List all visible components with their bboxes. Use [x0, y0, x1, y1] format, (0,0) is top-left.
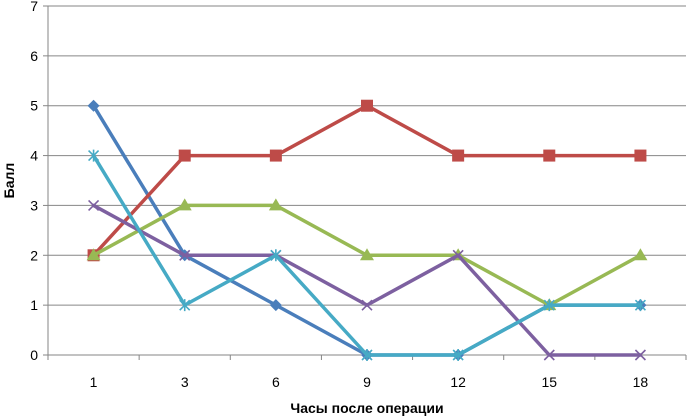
x-axis-title: Часы после операции — [290, 400, 443, 416]
series-line — [91, 203, 643, 357]
data-point — [179, 249, 191, 261]
y-tick-label: 6 — [30, 48, 38, 64]
data-point — [88, 149, 100, 162]
series-3 — [86, 198, 648, 311]
data-point — [177, 198, 192, 211]
y-tick-label: 2 — [30, 247, 38, 263]
y-tick-label: 0 — [30, 347, 38, 363]
series-line — [91, 103, 643, 357]
x-tick-label: 1 — [90, 374, 98, 390]
series — [86, 99, 648, 361]
data-point — [361, 99, 373, 112]
data-point — [269, 299, 282, 312]
data-point — [543, 299, 555, 312]
x-tick-label: 12 — [450, 374, 466, 390]
data-point — [87, 99, 100, 112]
series-2 — [87, 99, 647, 262]
x-tick-label: 3 — [181, 374, 189, 390]
y-tick-label: 4 — [30, 148, 38, 164]
data-point — [452, 149, 465, 162]
data-point — [452, 249, 464, 261]
y-tick-label: 5 — [30, 98, 38, 114]
series-5 — [88, 149, 646, 361]
data-point — [634, 149, 647, 162]
data-point — [633, 248, 648, 261]
x-tick-label: 18 — [633, 374, 649, 390]
data-point — [88, 199, 100, 211]
x-tick-label: 15 — [541, 374, 557, 390]
data-point — [178, 149, 191, 162]
data-point — [269, 149, 282, 162]
data-point — [361, 299, 373, 311]
data-point — [543, 149, 556, 162]
data-point — [452, 349, 464, 361]
data-point — [634, 299, 646, 312]
y-tick-label: 7 — [30, 0, 38, 14]
series-1 — [87, 99, 647, 361]
y-tick-labels: 0 1 2 3 4 5 6 7 — [30, 0, 38, 363]
series-line — [91, 103, 643, 258]
y-axis-title: Балл — [1, 163, 17, 199]
x-tick-labels: 1 3 6 9 12 15 18 — [90, 374, 649, 390]
data-point — [268, 198, 283, 211]
data-point — [360, 248, 374, 261]
x-tick-label: 9 — [363, 374, 371, 390]
x-tick-label: 6 — [272, 374, 280, 390]
data-point — [86, 248, 101, 261]
data-point — [543, 349, 555, 361]
y-tick-label: 3 — [30, 197, 38, 213]
data-point — [179, 299, 191, 312]
series-4 — [88, 199, 646, 361]
y-tick-label: 1 — [30, 297, 38, 313]
data-point — [361, 349, 373, 361]
data-point — [270, 249, 282, 262]
data-point — [634, 349, 646, 361]
